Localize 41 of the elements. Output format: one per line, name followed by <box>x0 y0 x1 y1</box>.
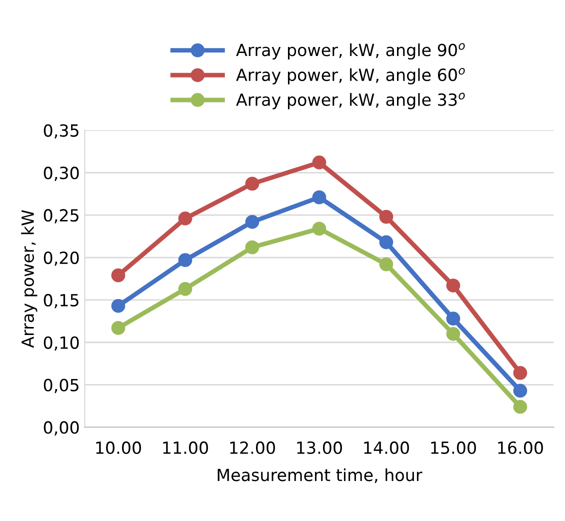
point <box>178 253 192 268</box>
point <box>379 257 394 272</box>
y-axis-title: Array power, kW <box>21 210 38 348</box>
y-tick-label: 0,00 <box>44 421 79 436</box>
y-tick-label: 0,15 <box>44 294 78 308</box>
point <box>178 282 192 296</box>
y-tick-label: 0,35 <box>44 124 78 139</box>
y-tick-label: 0,30 <box>44 166 79 181</box>
y-tick-label: 0,25 <box>44 209 78 224</box>
point <box>245 240 260 254</box>
y-tick-label: 0,20 <box>44 251 79 266</box>
x-tick-label: 11.00 <box>163 441 208 454</box>
y-tick-label: 0,05 <box>44 378 78 394</box>
point <box>446 312 460 326</box>
point <box>513 366 528 380</box>
x-tick-label: 13.00 <box>297 441 342 454</box>
point <box>111 298 126 313</box>
point <box>245 176 260 191</box>
legend-label: Array power, kW, angle 90$^{o}$ <box>236 43 465 60</box>
point <box>178 212 192 226</box>
point <box>245 214 260 229</box>
point <box>312 156 326 170</box>
point <box>312 190 326 204</box>
point <box>513 384 528 398</box>
point <box>513 400 528 414</box>
y-tick-label: 0,10 <box>44 336 79 351</box>
x-tick-label: 15.00 <box>431 441 476 454</box>
legend-label: Array power, kW, angle 33$^{o}$ <box>236 92 465 110</box>
x-tick-label: 16.00 <box>498 441 543 454</box>
point <box>379 235 394 250</box>
x-axis-title: Measurement time, hour <box>218 468 422 483</box>
point <box>446 278 460 292</box>
point <box>312 222 326 236</box>
point <box>379 210 394 224</box>
x-tick-label: 10.00 <box>96 441 141 454</box>
x-tick-label: 14.00 <box>364 441 409 454</box>
legend-label: Array power, kW, angle 60$^{o}$ <box>236 68 465 84</box>
point <box>111 268 126 282</box>
x-tick-label: 12.00 <box>230 441 275 454</box>
point <box>111 321 126 335</box>
point <box>446 326 460 341</box>
